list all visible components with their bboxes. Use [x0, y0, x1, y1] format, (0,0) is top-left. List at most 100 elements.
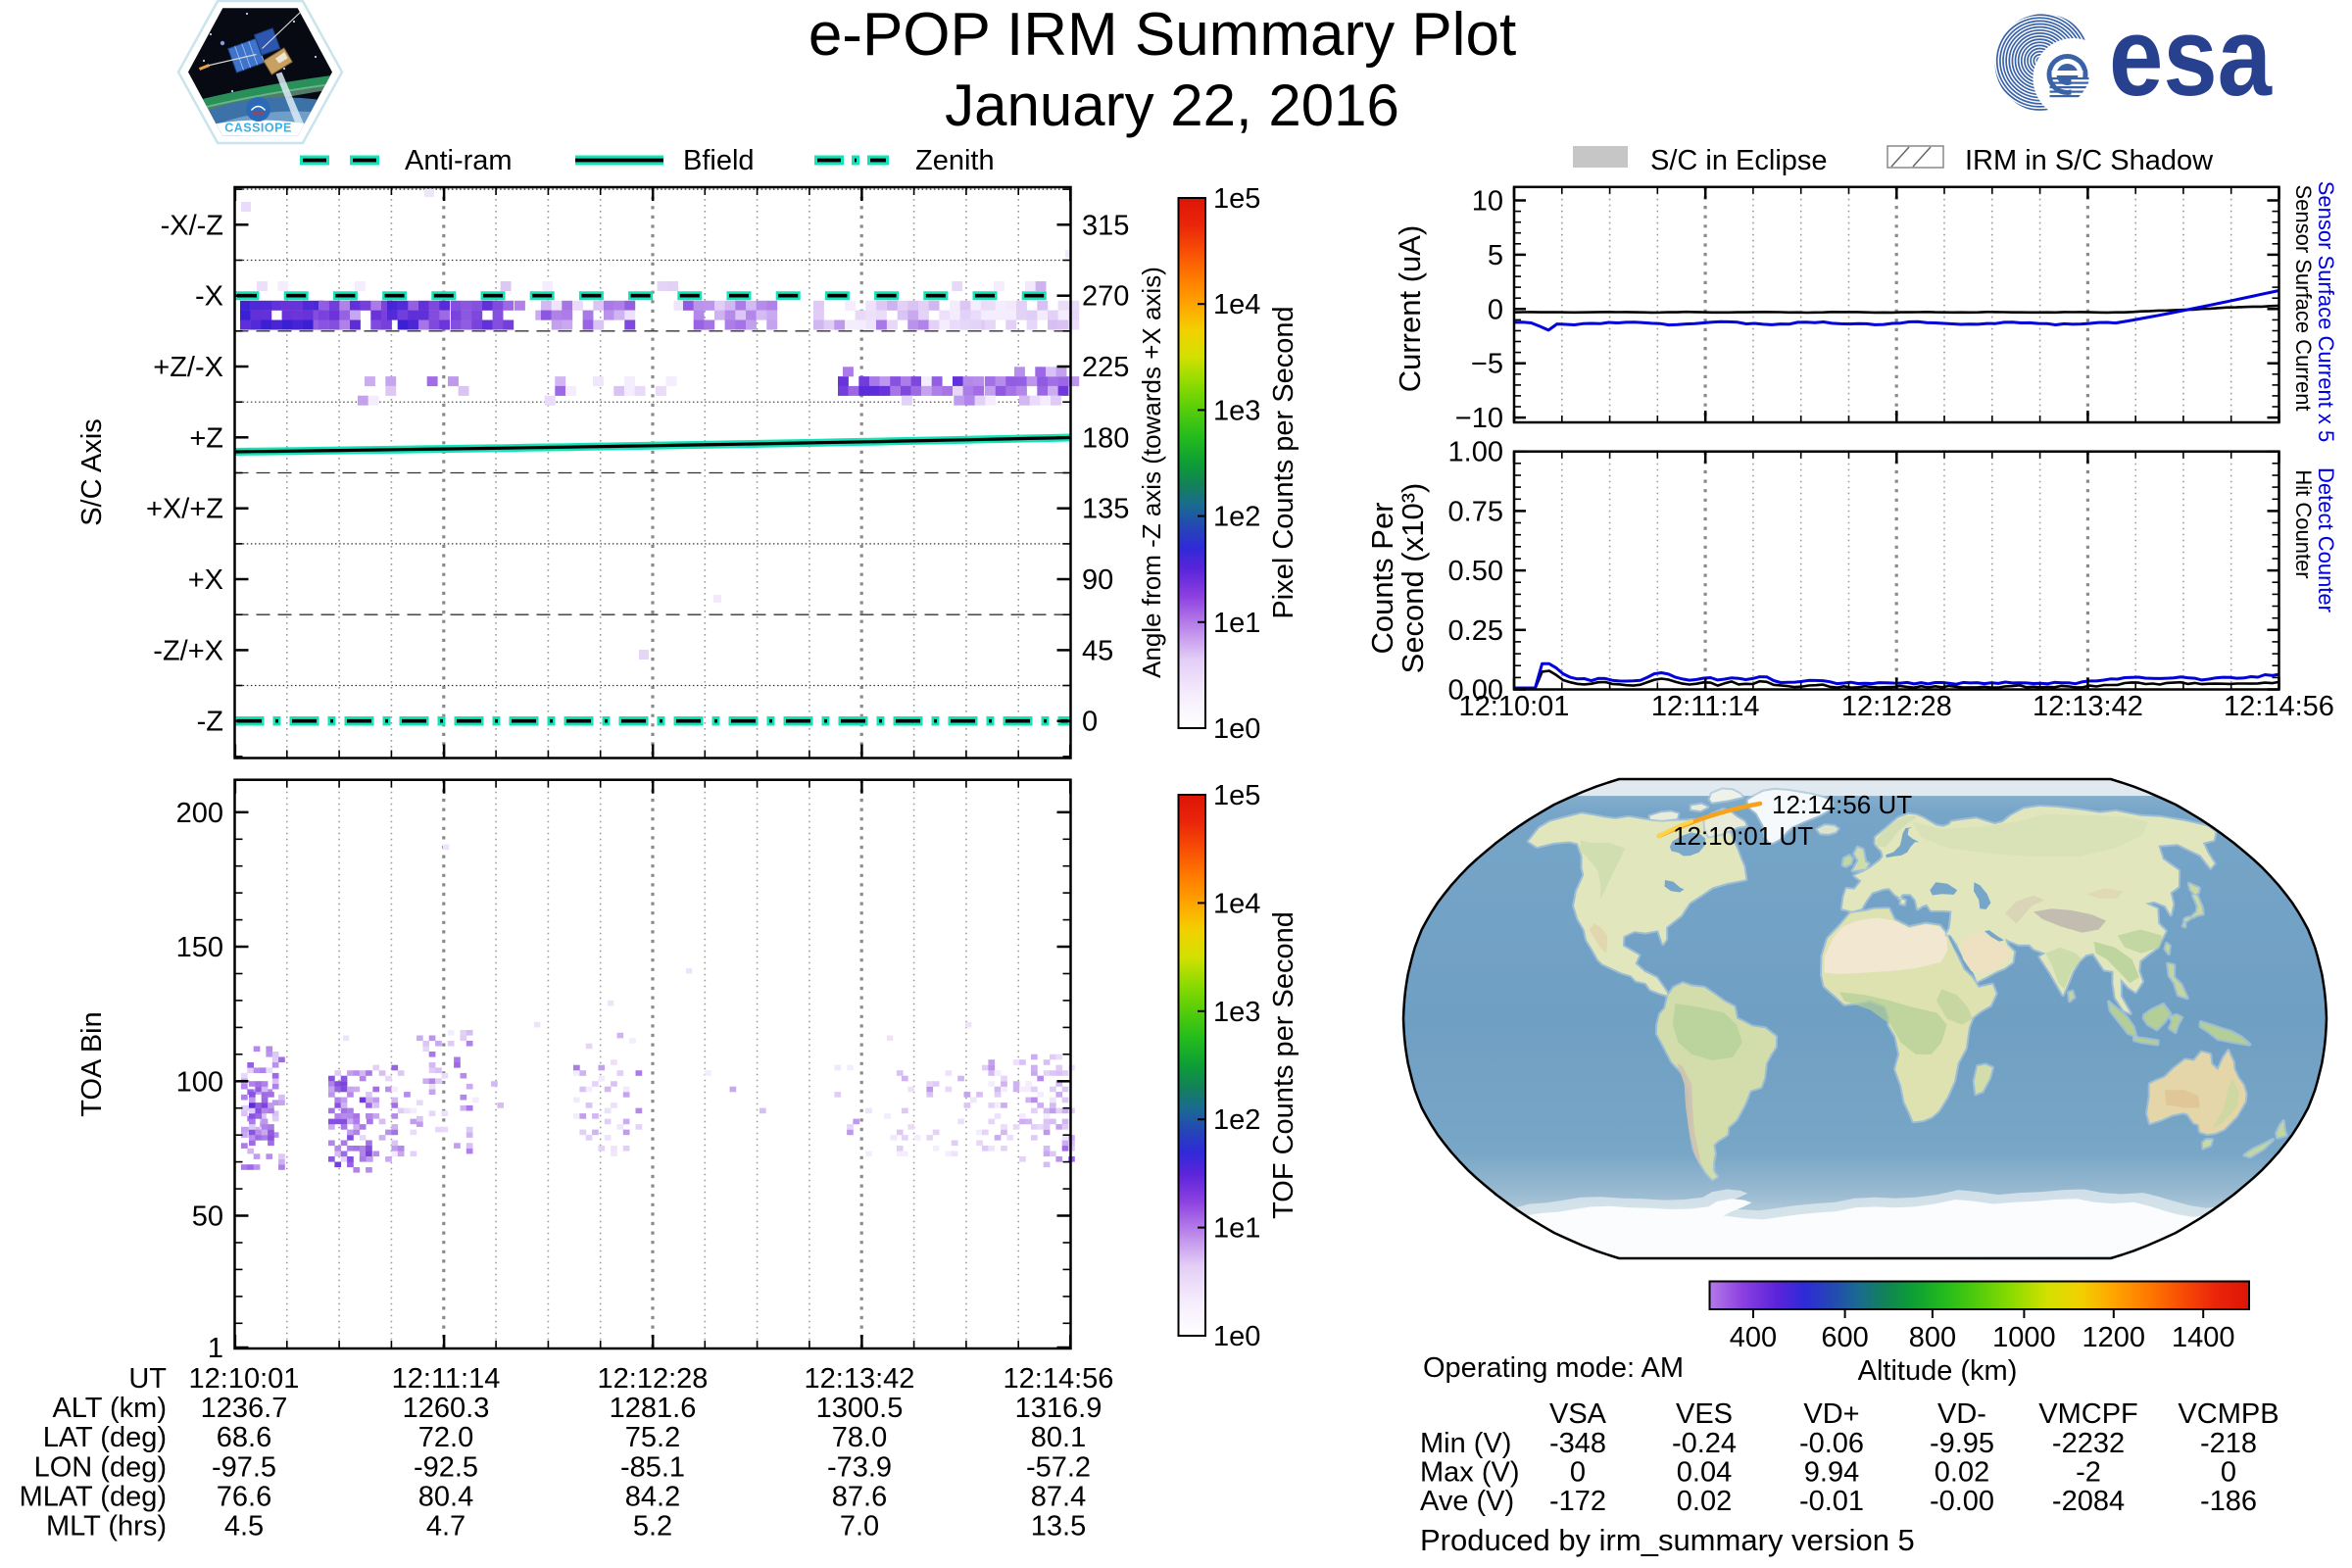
svg-text:0.02: 0.02: [1677, 1486, 1732, 1517]
svg-text:68.6: 68.6: [217, 1422, 271, 1453]
svg-text:135: 135: [1082, 494, 1129, 525]
svg-text:1: 1: [208, 1333, 223, 1364]
svg-text:-348: -348: [1549, 1428, 1606, 1459]
svg-text:1e0: 1e0: [1213, 1321, 1260, 1352]
svg-text:200: 200: [176, 798, 223, 829]
svg-text:+Z/-X: +Z/-X: [153, 352, 223, 383]
svg-text:45: 45: [1082, 635, 1113, 666]
svg-text:Min (V): Min (V): [1420, 1428, 1511, 1459]
svg-text:150: 150: [176, 932, 223, 963]
svg-text:Ave (V): Ave (V): [1420, 1486, 1514, 1517]
svg-text:VMCPF: VMCPF: [2038, 1398, 2138, 1430]
svg-text:-92.5: -92.5: [414, 1451, 478, 1483]
svg-text:315: 315: [1082, 210, 1129, 241]
svg-text:+X/+Z: +X/+Z: [146, 494, 223, 525]
svg-text:-172: -172: [1549, 1486, 1606, 1517]
svg-text:1e5: 1e5: [1213, 780, 1260, 811]
svg-text:-X/-Z: -X/-Z: [161, 210, 223, 241]
svg-text:-85.1: -85.1: [620, 1451, 685, 1483]
svg-text:9.94: 9.94: [1804, 1457, 1859, 1489]
svg-text:90: 90: [1082, 564, 1113, 596]
svg-text:Hit Counter: Hit Counter: [2291, 469, 2316, 578]
svg-text:400: 400: [1730, 1322, 1777, 1353]
svg-text:-X: -X: [195, 281, 223, 313]
svg-text:Bfield: Bfield: [683, 145, 755, 176]
svg-text:12:10:01 UT: 12:10:01 UT: [1673, 821, 1813, 851]
svg-text:800: 800: [1909, 1322, 1956, 1353]
svg-text:TOF Counts per Second: TOF Counts per Second: [1268, 911, 1299, 1219]
svg-text:1281.6: 1281.6: [610, 1393, 697, 1424]
svg-text:1000: 1000: [1992, 1322, 2056, 1353]
svg-text:-57.2: -57.2: [1026, 1451, 1091, 1483]
svg-text:0.04: 0.04: [1677, 1457, 1732, 1489]
svg-text:5: 5: [1488, 240, 1503, 271]
svg-text:12:12:28: 12:12:28: [1841, 691, 1952, 722]
svg-text:1300.5: 1300.5: [816, 1393, 904, 1424]
svg-text:-73.9: -73.9: [827, 1451, 892, 1483]
svg-text:5.2: 5.2: [633, 1511, 672, 1543]
svg-text:MLAT (deg): MLAT (deg): [20, 1481, 167, 1512]
svg-text:-Z/+X: -Z/+X: [153, 635, 223, 666]
svg-text:0: 0: [1570, 1457, 1586, 1489]
svg-text:Zenith: Zenith: [915, 145, 995, 176]
svg-text:1e2: 1e2: [1213, 1104, 1260, 1136]
svg-text:76.6: 76.6: [217, 1481, 271, 1512]
svg-text:0.25: 0.25: [1448, 615, 1503, 647]
svg-text:0: 0: [1488, 294, 1503, 325]
svg-text:IRM in S/C Shadow: IRM in S/C Shadow: [1965, 145, 2214, 176]
svg-text:VD+: VD+: [1803, 1398, 1859, 1430]
svg-text:S/C Axis: S/C Axis: [76, 418, 108, 526]
svg-text:-Z: -Z: [197, 707, 223, 738]
svg-text:Second (x10³): Second (x10³): [1396, 483, 1430, 674]
svg-text:50: 50: [192, 1201, 223, 1233]
svg-text:ALT (km): ALT (km): [52, 1393, 167, 1424]
svg-text:−5: −5: [1471, 349, 1503, 380]
svg-text:12:12:28: 12:12:28: [598, 1363, 709, 1395]
svg-text:-2232: -2232: [2052, 1428, 2125, 1459]
svg-text:Pixel Counts per Second: Pixel Counts per Second: [1268, 306, 1299, 618]
svg-text:January 22, 2016: January 22, 2016: [945, 73, 1399, 138]
svg-text:0.00: 0.00: [1448, 675, 1503, 707]
svg-text:+X: +X: [188, 564, 223, 596]
svg-text:100: 100: [176, 1066, 223, 1098]
svg-text:1e4: 1e4: [1213, 289, 1260, 320]
svg-text:1.00: 1.00: [1448, 437, 1503, 468]
svg-text:1400: 1400: [2172, 1322, 2235, 1353]
svg-text:600: 600: [1821, 1322, 1868, 1353]
svg-text:80.1: 80.1: [1031, 1422, 1086, 1453]
svg-text:esa: esa: [2109, 0, 2273, 120]
svg-text:Operating mode: AM: Operating mode: AM: [1423, 1352, 1684, 1384]
svg-text:-218: -218: [2200, 1428, 2257, 1459]
svg-text:4.5: 4.5: [224, 1511, 264, 1543]
svg-text:13.5: 13.5: [1031, 1511, 1086, 1543]
svg-text:12:13:42: 12:13:42: [2033, 691, 2143, 722]
svg-text:0.75: 0.75: [1448, 496, 1503, 527]
svg-text:12:14:56: 12:14:56: [2224, 691, 2334, 722]
svg-text:1236.7: 1236.7: [201, 1393, 288, 1424]
svg-text:12:11:14: 12:11:14: [1651, 691, 1760, 722]
svg-text:Angle from -Z axis (towards +X: Angle from -Z axis (towards +X axis): [1137, 267, 1166, 678]
svg-text:1e1: 1e1: [1213, 608, 1260, 639]
svg-text:Max (V): Max (V): [1420, 1457, 1520, 1489]
svg-text:-97.5: -97.5: [212, 1451, 276, 1483]
svg-text:MLT (hrs): MLT (hrs): [46, 1511, 167, 1543]
svg-text:−10: −10: [1455, 403, 1503, 434]
svg-text:-0.01: -0.01: [1799, 1486, 1864, 1517]
svg-text:Sensor Surface Current: Sensor Surface Current: [2291, 184, 2316, 411]
svg-text:e-POP IRM Summary Plot: e-POP IRM Summary Plot: [808, 1, 1516, 69]
svg-text:LON (deg): LON (deg): [34, 1451, 167, 1483]
svg-text:VCMPB: VCMPB: [2178, 1398, 2278, 1430]
svg-text:-2084: -2084: [2052, 1486, 2125, 1517]
svg-text:12:10:01: 12:10:01: [1459, 691, 1570, 722]
svg-text:Counts Per: Counts Per: [1365, 502, 1399, 654]
svg-text:87.4: 87.4: [1031, 1481, 1086, 1512]
svg-text:1e5: 1e5: [1213, 183, 1260, 215]
svg-text:75.2: 75.2: [625, 1422, 680, 1453]
svg-text:0: 0: [2221, 1457, 2236, 1489]
svg-text:72.0: 72.0: [418, 1422, 473, 1453]
svg-text:Produced by irm_summary versio: Produced by irm_summary version 5: [1420, 1523, 1915, 1557]
svg-text:0.02: 0.02: [1935, 1457, 1989, 1489]
svg-text:-0.06: -0.06: [1799, 1428, 1864, 1459]
svg-text:-0.24: -0.24: [1672, 1428, 1737, 1459]
svg-text:Current (uA): Current (uA): [1393, 225, 1427, 393]
